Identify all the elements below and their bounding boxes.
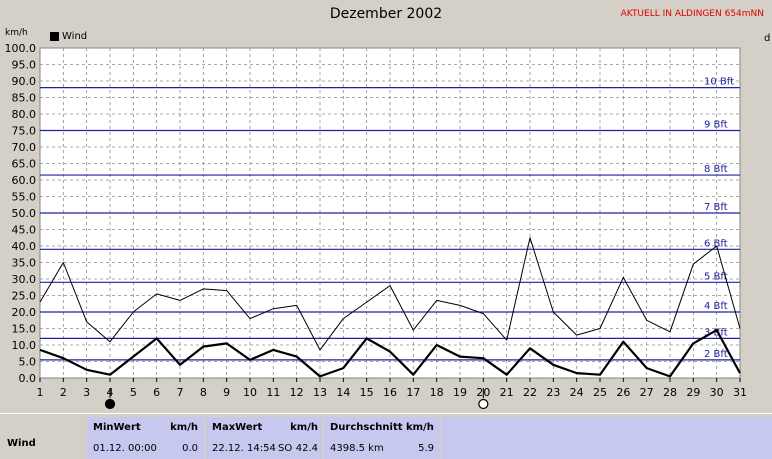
x-tick-label: 24 bbox=[570, 386, 584, 399]
y-tick-label: 10.0 bbox=[12, 339, 37, 352]
y-tick-label: 75.0 bbox=[12, 125, 37, 138]
stats-table: Wind MinWert km/h 01.12. 00:00 0.0 MaxWe… bbox=[0, 413, 772, 459]
y-axis-unit: km/h bbox=[5, 28, 28, 38]
legend-label: Wind bbox=[62, 31, 88, 42]
y-tick-label: 70.0 bbox=[12, 141, 37, 154]
x-tick-label: 13 bbox=[313, 386, 327, 399]
full-moon-icon bbox=[478, 398, 489, 410]
y-tick-label: 65.0 bbox=[12, 158, 37, 171]
chart-title: Dezember 2002 bbox=[329, 6, 443, 22]
wind-chart: 0.0 5.0 10.0 15.0 20.0 25.0 30.0 35.0 40.0 45.0 50… bbox=[5, 42, 747, 410]
x-tick-label: 16 bbox=[383, 386, 397, 399]
x-tick-label: 12 bbox=[290, 386, 304, 399]
x-tick-label: 8 bbox=[200, 386, 207, 399]
y-tick-label: 60.0 bbox=[12, 174, 37, 187]
beaufort-label: 4 Bft bbox=[704, 301, 728, 312]
x-tick-label: 5 bbox=[130, 386, 137, 399]
stats-row-label: Wind bbox=[7, 438, 36, 449]
beaufort-label: 6 Bft bbox=[704, 238, 728, 249]
y-tick-label: 25.0 bbox=[12, 290, 37, 303]
x-tick-label: 3 bbox=[83, 386, 90, 399]
x-tick-label: 29 bbox=[686, 386, 700, 399]
stats-avg-cell: Durchschnitt km/h 4398.5 km 5.9 bbox=[324, 417, 440, 459]
x-tick-label: 28 bbox=[663, 386, 677, 399]
x-tick-label: 10 bbox=[243, 386, 257, 399]
stats-max-date: 22.12. 14:54 bbox=[212, 443, 276, 454]
y-tick-label: 30.0 bbox=[12, 273, 37, 286]
x-tick-label: 14 bbox=[336, 386, 350, 399]
right-cut-label: d bbox=[764, 33, 771, 44]
stats-empty-cell bbox=[442, 417, 772, 459]
x-tick-label: 27 bbox=[640, 386, 654, 399]
y-tick-label: 5.0 bbox=[19, 356, 37, 369]
y-tick-label: 100.0 bbox=[5, 42, 37, 55]
x-tick-label: 11 bbox=[266, 386, 280, 399]
stats-min-date: 01.12. 00:00 bbox=[93, 443, 157, 454]
stats-avg-value: 5.9 bbox=[418, 443, 434, 454]
x-tick-label: 18 bbox=[430, 386, 444, 399]
x-tick-label: 1 bbox=[37, 386, 44, 399]
x-tick-label: 22 bbox=[523, 386, 537, 399]
x-tick-label: 19 bbox=[453, 386, 467, 399]
beaufort-label: 5 Bft bbox=[704, 271, 728, 282]
x-tick-label: 9 bbox=[223, 386, 230, 399]
x-tick-label: 31 bbox=[733, 386, 747, 399]
stats-min-header: MinWert bbox=[93, 422, 141, 433]
x-tick-label: 30 bbox=[710, 386, 724, 399]
y-tick-label: 0.0 bbox=[19, 372, 37, 385]
y-tick-label: 45.0 bbox=[12, 224, 37, 237]
x-tick-label: 2 bbox=[60, 386, 67, 399]
y-tick-label: 15.0 bbox=[12, 323, 37, 336]
wind-average-line bbox=[39, 329, 741, 378]
stats-max-dir: SO bbox=[278, 443, 293, 454]
x-tick-label: 26 bbox=[616, 386, 630, 399]
y-tick-label: 95.0 bbox=[12, 59, 37, 72]
stats-max-value: 42.4 bbox=[295, 443, 318, 454]
stats-avg-distance: 4398.5 km bbox=[330, 443, 384, 454]
y-tick-label: 50.0 bbox=[12, 207, 37, 220]
stats-min-cell: MinWert km/h 01.12. 00:00 0.0 bbox=[87, 417, 204, 459]
y-tick-label: 40.0 bbox=[12, 240, 37, 253]
stats-avg-header: Durchschnitt km/h bbox=[330, 422, 434, 433]
y-tick-label: 55.0 bbox=[12, 191, 37, 204]
y-tick-label: 80.0 bbox=[12, 108, 37, 121]
stats-max-unit: km/h bbox=[290, 422, 318, 433]
y-tick-label: 20.0 bbox=[12, 306, 37, 319]
x-tick-label: 6 bbox=[153, 386, 160, 399]
beaufort-label: 8 Bft bbox=[704, 164, 728, 175]
y-tick-label: 35.0 bbox=[12, 257, 37, 270]
stats-max-cell: MaxWert km/h 22.12. 14:54 SO 42.4 bbox=[206, 417, 322, 459]
x-tick-label: 7 bbox=[177, 386, 184, 399]
x-tick-label: 23 bbox=[546, 386, 560, 399]
x-tick-label: 25 bbox=[593, 386, 607, 399]
y-tick-label: 90.0 bbox=[12, 75, 37, 88]
x-tick-label: 15 bbox=[360, 386, 374, 399]
beaufort-label: 2 Bft bbox=[704, 349, 728, 360]
y-tick-label: 85.0 bbox=[12, 92, 37, 105]
x-tick-label: 17 bbox=[406, 386, 420, 399]
stats-min-value: 0.0 bbox=[182, 443, 198, 454]
stats-min-unit: km/h bbox=[170, 422, 198, 433]
x-tick-label: 21 bbox=[500, 386, 514, 399]
beaufort-label: 3 Bft bbox=[704, 327, 728, 338]
wind-gust-line bbox=[39, 237, 741, 351]
legend-swatch bbox=[50, 32, 59, 41]
beaufort-label: 10 Bft bbox=[704, 77, 734, 88]
legend: Wind bbox=[50, 31, 87, 42]
beaufort-label: 9 Bft bbox=[704, 120, 728, 131]
aktuell-link[interactable]: AKTUELL IN ALDINGEN 654mNN bbox=[620, 9, 764, 19]
stats-max-header: MaxWert bbox=[212, 422, 263, 433]
new-moon-icon bbox=[104, 398, 116, 410]
beaufort-label: 7 Bft bbox=[704, 202, 728, 213]
